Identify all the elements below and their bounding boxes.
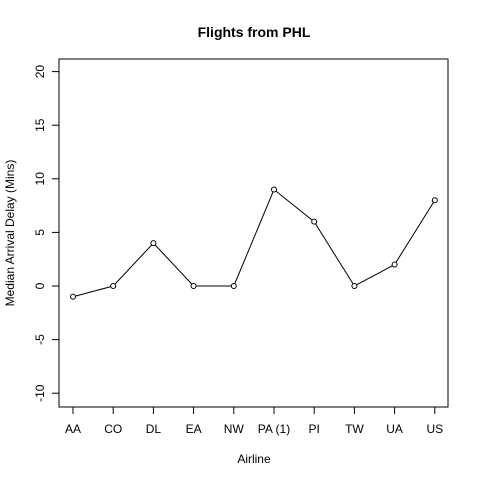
data-points xyxy=(70,186,438,300)
x-axis: AA CO DL EA NW PA (1) PI TW UA US xyxy=(65,407,443,436)
y-axis-label: Median Arrival Delay (Mins) xyxy=(3,160,17,307)
x-tick-label: TW xyxy=(345,422,364,436)
data-point-tw xyxy=(351,283,358,289)
x-tick-label: AA xyxy=(65,422,81,436)
data-point-ua xyxy=(391,261,398,268)
x-tick-label: CO xyxy=(104,422,122,436)
x-tick-label: PA (1) xyxy=(258,422,290,436)
y-tick-label: -5 xyxy=(33,334,47,345)
data-point-aa xyxy=(70,293,76,300)
y-tick-label: 0 xyxy=(33,282,47,289)
data-point-pa-1 xyxy=(271,186,277,193)
y-tick-label: 5 xyxy=(33,229,47,236)
data-point-co xyxy=(110,283,117,289)
data-point-nw xyxy=(230,283,237,289)
x-tick-label: NW xyxy=(224,422,245,436)
series-line xyxy=(72,188,436,298)
y-tick-label: 20 xyxy=(33,65,47,79)
x-tick-label: DL xyxy=(146,422,162,436)
y-tick-label: 10 xyxy=(33,172,47,186)
data-point-ea xyxy=(190,283,197,289)
chart-title: Flights from PHL xyxy=(198,24,311,40)
data-point-pi xyxy=(311,218,318,225)
x-tick-label: PI xyxy=(309,422,320,436)
data-point-us xyxy=(431,197,438,204)
data-point-dl xyxy=(150,240,157,247)
y-tick-label: 15 xyxy=(33,118,47,132)
x-tick-label: EA xyxy=(186,422,202,436)
x-tick-label: UA xyxy=(386,422,403,436)
y-tick-label: -10 xyxy=(33,384,47,402)
x-tick-label: US xyxy=(426,422,443,436)
y-axis: -10 -5 0 5 10 15 20 xyxy=(33,65,60,402)
x-axis-label: Airline xyxy=(237,452,271,466)
plot-frame xyxy=(58,58,449,408)
